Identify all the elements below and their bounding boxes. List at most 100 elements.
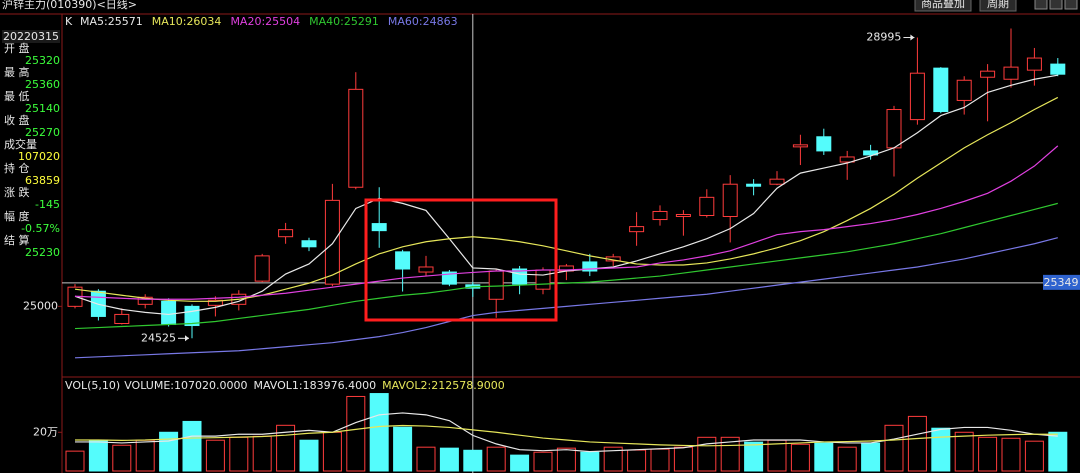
candle-body [418, 266, 434, 273]
volume-bar [837, 446, 857, 472]
candle-body [441, 271, 457, 285]
crosshair-label-box [1043, 274, 1080, 290]
volume-bar [346, 395, 366, 472]
volume-bar [205, 439, 225, 472]
info-value: 63859 [25, 174, 60, 187]
volume-bar [861, 442, 881, 472]
candle-body [722, 183, 738, 218]
volume-bar [439, 447, 459, 472]
legend-entry: MA5:25571 [80, 15, 143, 28]
highlight-box [364, 198, 558, 322]
candle-body [278, 229, 294, 238]
info-value: 25140 [25, 102, 60, 115]
volume-bar [954, 431, 974, 472]
volume-bar [322, 431, 342, 472]
volume-bar [182, 420, 202, 472]
button[interactable] [914, 0, 972, 12]
volume-bar [556, 447, 576, 472]
candle-body [114, 313, 130, 325]
volume-bar [533, 451, 553, 472]
volume-bar [276, 424, 296, 472]
volume-bar [978, 436, 998, 472]
candle-body [629, 226, 645, 233]
chart-label: K [65, 15, 73, 28]
volume-bar [907, 415, 927, 472]
volume-label: VOLUME:107020.0000 [124, 379, 247, 392]
info-label: 成交量 [4, 137, 37, 151]
volume-bar [767, 439, 787, 472]
legend-entry: MA20:25504 [230, 15, 300, 28]
candle-body [769, 178, 785, 185]
volume-bar [627, 449, 647, 472]
y-tick-label: 20万 [33, 425, 58, 438]
info-value: 25360 [25, 78, 60, 91]
volume-bar [65, 450, 85, 472]
ma-line [74, 74, 1058, 316]
candle-body [207, 299, 223, 306]
info-label: 幅 度 [4, 209, 30, 223]
date-box [2, 30, 60, 43]
candle-body [161, 300, 177, 326]
extreme-label: 24525 [141, 331, 176, 344]
volume-bar [697, 436, 717, 472]
info-label: 涨 跌 [4, 185, 30, 199]
volume-bar [463, 449, 483, 472]
candle-body [254, 255, 270, 282]
volume-bar [416, 446, 436, 472]
mavol-line [75, 412, 1058, 453]
ma-line [74, 96, 1059, 302]
volume-bar [159, 431, 179, 472]
icon-button[interactable] [1049, 0, 1063, 10]
candle-body [371, 223, 387, 232]
candle-body [792, 144, 808, 148]
volume-bar [299, 439, 319, 472]
volume-bar [1024, 440, 1044, 472]
y-tick-label: 25000 [23, 299, 58, 312]
legend-entry: MA10:26034 [152, 15, 222, 28]
candle-body [301, 240, 317, 248]
candle-body [1003, 66, 1019, 80]
candle-body [582, 261, 598, 272]
extreme-arrowhead [185, 335, 189, 342]
info-label: 最 高 [4, 65, 30, 79]
legend-entry: MA60:24863 [388, 15, 458, 28]
volume-bar [603, 446, 623, 472]
candle-body [699, 196, 715, 217]
candle-body [956, 79, 972, 101]
candle-body [909, 72, 925, 121]
icon-button[interactable] [1034, 0, 1048, 10]
candle-body [886, 109, 902, 149]
volume-bar [393, 426, 413, 472]
mavol-line [75, 424, 1058, 447]
volume-bar [88, 439, 108, 472]
volume-bar [369, 393, 389, 472]
volume-bar [650, 448, 670, 472]
candle-body [675, 213, 691, 218]
button[interactable] [979, 0, 1017, 12]
candle-body [839, 156, 855, 163]
info-label: 最 低 [4, 90, 30, 103]
candle-body [535, 269, 551, 290]
candle-body [137, 296, 153, 305]
candle-body [395, 251, 411, 270]
info-value: 107020 [18, 150, 60, 163]
candle-body [746, 183, 762, 187]
crosshair-label: 25349 [1044, 276, 1079, 289]
volume-bar [112, 444, 132, 472]
candle-body [324, 199, 340, 285]
ma-line [74, 202, 1058, 330]
button-label[interactable]: 商品叠加 [921, 0, 965, 10]
volume-bar [790, 443, 810, 472]
ma-line [74, 237, 1058, 359]
volume-bar [673, 446, 693, 472]
info-label: 开 盘 [4, 41, 30, 55]
volume-bar [580, 451, 600, 472]
extreme-arrowhead [910, 34, 915, 41]
volume-bar [931, 427, 951, 472]
icon-button[interactable] [1064, 0, 1078, 10]
info-value: -0.57% [21, 222, 60, 235]
ma-line [74, 145, 1059, 300]
button-label[interactable]: 周期 [987, 0, 1009, 10]
